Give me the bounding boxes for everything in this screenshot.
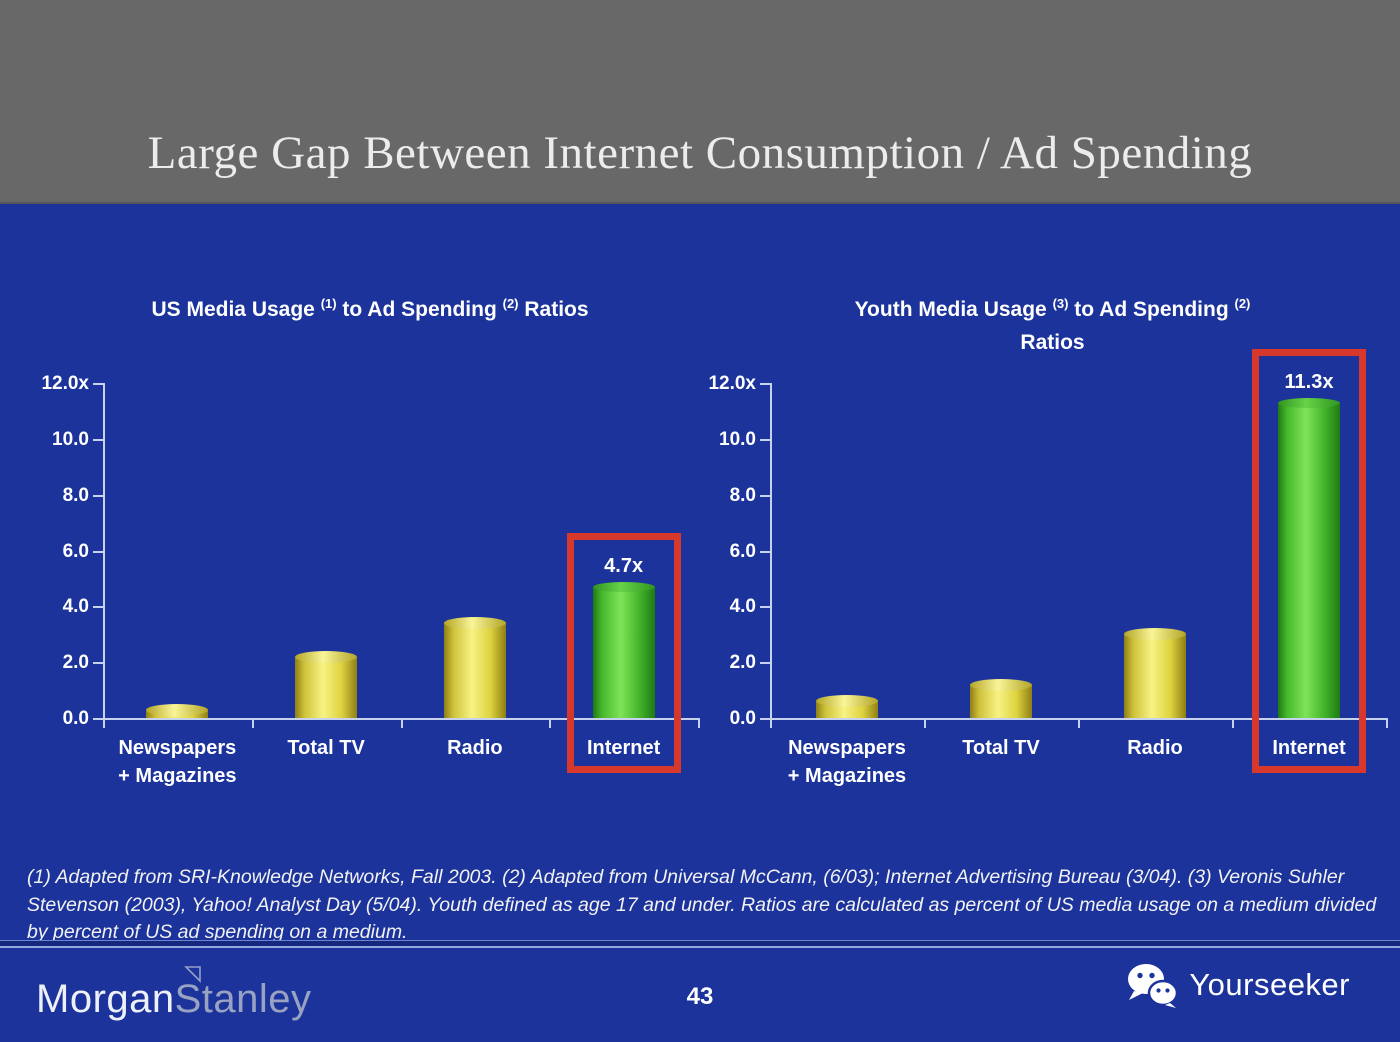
y-tick: [760, 662, 770, 665]
title-text: Ratios: [1020, 331, 1085, 354]
slide-header: Large Gap Between Internet Consumption /…: [0, 0, 1400, 204]
x-tick: [770, 718, 772, 728]
x-tick: [103, 718, 105, 728]
y-tick: [760, 606, 770, 609]
y-tick: [93, 438, 103, 441]
y-tick-label: 0.0: [729, 708, 756, 729]
y-tick: [760, 550, 770, 553]
x-tick: [1078, 718, 1080, 728]
y-tick: [93, 383, 103, 385]
y-tick: [93, 718, 103, 720]
bar-internet: [1278, 397, 1340, 718]
bar-newspapers-magazines: [816, 695, 878, 718]
chart-title: Youth Media Usage (3) to Ad Spending (2)…: [745, 293, 1360, 359]
x-tick: [549, 718, 552, 728]
y-axis: [770, 383, 772, 718]
category-label-total-tv: Total TV: [287, 737, 365, 759]
y-tick-label: 4.0: [62, 596, 89, 618]
category-label-radio: Radio: [447, 737, 503, 759]
bar-value-label: 11.3x: [1284, 370, 1334, 393]
category-label-internet: Internet: [1272, 737, 1346, 759]
y-tick-label: 8.0: [62, 484, 89, 506]
x-tick: [924, 718, 926, 728]
y-axis: [103, 383, 105, 718]
bar-total-tv: [295, 650, 358, 718]
y-tick-label: 10.0: [52, 428, 89, 450]
title-text: Youth Media Usage: [854, 298, 1053, 321]
y-tick-label: 6.0: [62, 540, 89, 562]
y-tick: [93, 662, 103, 665]
y-tick: [93, 494, 103, 497]
footer-divider: [0, 940, 1400, 948]
bar-newspapers-magazines: [146, 703, 209, 718]
category-label-newspapers-magazines: Newspapers + Magazines: [787, 737, 907, 787]
bar-radio: [443, 617, 506, 718]
y-tick: [93, 550, 103, 553]
y-tick: [760, 494, 770, 497]
y-tick: [760, 438, 770, 441]
title-superscript: (2): [502, 296, 519, 311]
watermark-text: Yourseeker: [1189, 967, 1350, 1002]
y-tick-label: 2.0: [729, 652, 756, 674]
brand-part-stanley: Stanley: [174, 977, 312, 1021]
y-tick-label: 2.0: [62, 652, 89, 674]
title-superscript: (1): [320, 296, 337, 311]
highlight-box: [1252, 348, 1366, 773]
morgan-stanley-logo: MorganStanley: [36, 966, 312, 1022]
title-text: to Ad Spending: [1068, 298, 1235, 321]
title-text: to Ad Spending: [336, 298, 503, 321]
x-tick: [698, 718, 700, 728]
bar-value-label: 4.7x: [604, 554, 644, 577]
y-tick: [93, 606, 103, 609]
bar-internet: [592, 581, 655, 718]
category-label-radio: Radio: [1127, 737, 1183, 759]
y-tick-label: 0.0: [62, 708, 89, 729]
x-tick: [1232, 718, 1234, 728]
y-tick-label: 12.0x: [708, 373, 756, 394]
bar-total-tv: [970, 678, 1032, 718]
category-label-total-tv: Total TV: [962, 737, 1040, 759]
category-label-newspapers-magazines: Newspapers + Magazines: [118, 737, 237, 787]
title-superscript: (3): [1052, 296, 1069, 311]
y-tick-label: 12.0x: [41, 373, 89, 394]
x-tick: [251, 718, 254, 728]
morgan-stanley-triangle-icon: [184, 966, 201, 983]
y-tick-label: 8.0: [729, 484, 756, 506]
x-tick: [1386, 718, 1388, 728]
highlight-box: [566, 532, 681, 773]
page-number: 43: [686, 983, 714, 1010]
category-label-internet: Internet: [586, 737, 661, 759]
y-tick-label: 6.0: [729, 540, 756, 562]
bar-radio: [1124, 628, 1186, 718]
x-tick: [400, 718, 403, 728]
y-tick: [760, 383, 770, 385]
y-tick-label: 4.0: [729, 596, 756, 618]
title-superscript: (2): [1234, 296, 1251, 311]
watermark: Yourseeker: [1126, 962, 1350, 1008]
wechat-icon: [1128, 964, 1179, 1008]
footnote: (1) Adapted from SRI-Knowledge Networks,…: [27, 866, 1377, 943]
brand-part-morgan: Morgan: [36, 977, 175, 1021]
chart-title: US Media Usage (1) to Ad Spending (2) Ra…: [40, 293, 700, 326]
y-tick: [760, 718, 770, 720]
y-tick-label: 10.0: [719, 428, 756, 450]
title-text: Ratios: [518, 298, 589, 321]
slide-title: Large Gap Between Internet Consumption /…: [147, 127, 1253, 179]
title-text: US Media Usage: [151, 298, 321, 321]
